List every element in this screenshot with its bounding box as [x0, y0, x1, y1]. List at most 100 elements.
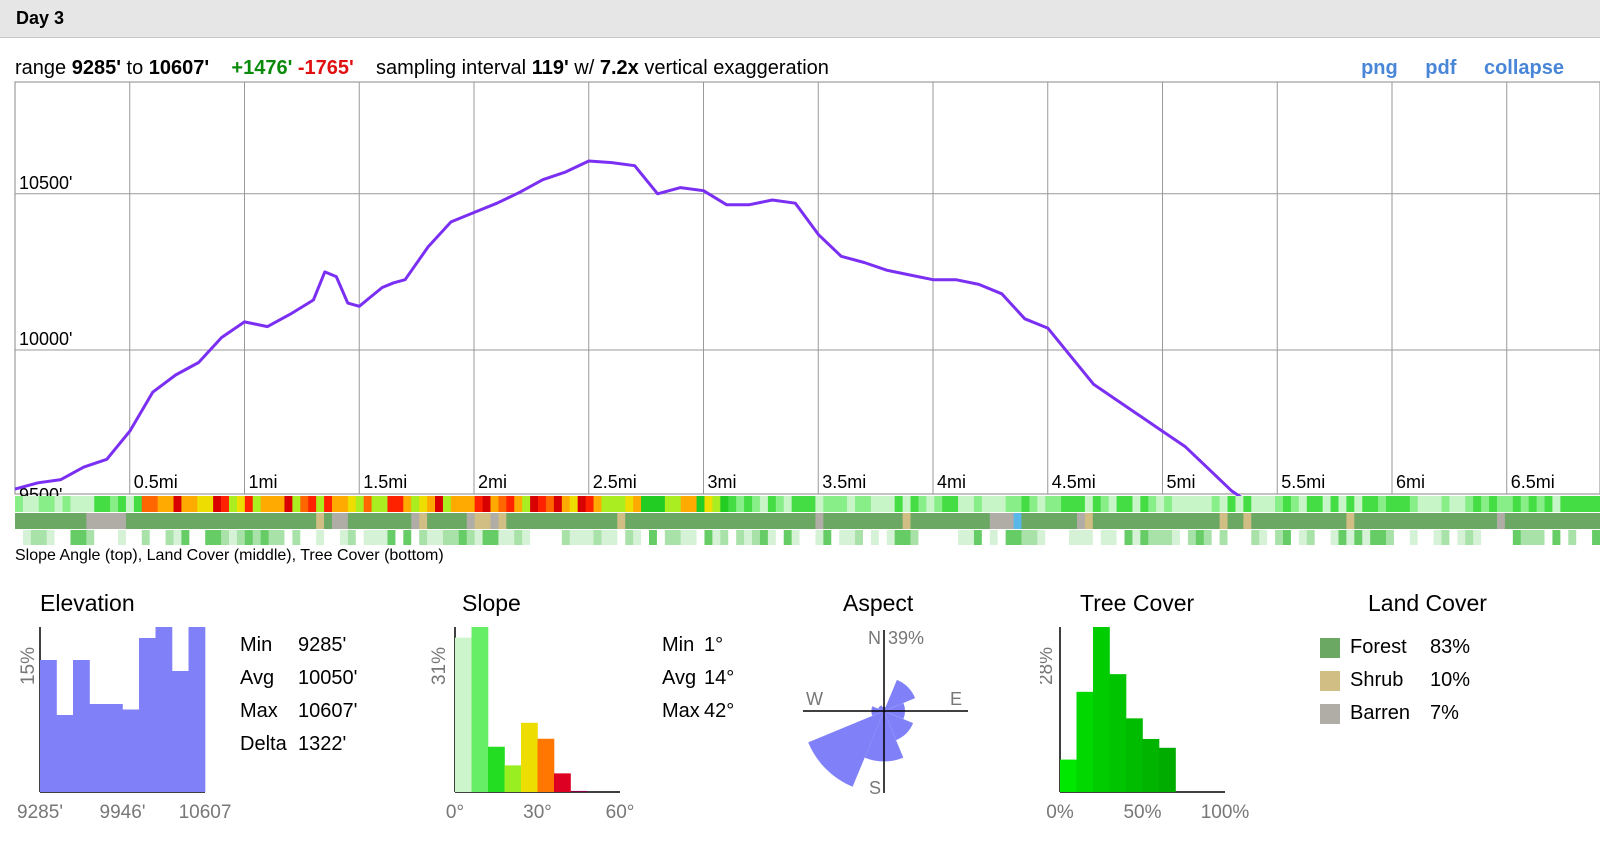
slope-cell [506, 496, 515, 512]
land-cover-legend: Forest 83% Shrub 10% Barren 7% [1320, 631, 1470, 730]
treecover-cell [1172, 530, 1181, 545]
slope-cell [1441, 496, 1450, 512]
landcover-cell [823, 513, 832, 529]
treecover-cell [1084, 530, 1094, 545]
landcover-cell [1592, 513, 1600, 529]
slope-cell [1496, 496, 1506, 512]
treecover-cell [736, 530, 745, 545]
slope-cell [1227, 496, 1236, 512]
landcover-cell [878, 513, 888, 529]
slope-cell [609, 496, 618, 512]
landcover-cell [15, 513, 24, 529]
landcover-cell [110, 513, 119, 529]
landcover-cell [1132, 513, 1141, 529]
stat-value: 1° [704, 634, 724, 656]
landcover-cell [1338, 513, 1347, 529]
treecover-cell [1179, 530, 1189, 545]
treecover-cell [1330, 530, 1339, 545]
slope-cell [435, 496, 444, 512]
pdf-link[interactable]: pdf [1425, 57, 1457, 79]
treecover-cell [1076, 530, 1086, 545]
slope-cell [799, 496, 808, 512]
slope-cell [54, 496, 64, 512]
landcover-cell [300, 513, 309, 529]
treecover-cell [656, 530, 666, 545]
histogram-bar [1060, 759, 1077, 792]
landcover-cell [950, 513, 959, 529]
treecover-cell [1481, 530, 1490, 545]
treecover-cell [1401, 530, 1411, 545]
slope-cell [1568, 496, 1577, 512]
slope-cell [221, 496, 230, 512]
landcover-cell [442, 513, 452, 529]
treecover-cell [545, 530, 555, 545]
stat-value: 14° [704, 667, 735, 689]
slope-cell [973, 496, 983, 512]
landcover-cell [649, 513, 658, 529]
landcover-cell [1037, 513, 1046, 529]
landcover-cell [1330, 513, 1339, 529]
treecover-cell [427, 530, 436, 545]
treecover-cell [490, 530, 499, 545]
landcover-cell [966, 513, 975, 529]
day-header[interactable]: Day 3 [0, 0, 1600, 38]
slope-cell [332, 496, 341, 512]
treecover-cell [1433, 530, 1442, 545]
landcover-cell [387, 513, 396, 529]
landcover-cell [1520, 513, 1530, 529]
treecover-cell [38, 530, 48, 545]
slope-cell [324, 496, 333, 512]
forest-swatch [1320, 637, 1340, 658]
slope-cell [902, 496, 912, 512]
landcover-cell [102, 513, 111, 529]
vertical-exaggeration: 7.2x [599, 57, 639, 79]
histogram-bar [1093, 627, 1110, 792]
elevation-profile-chart[interactable]: 0.5mi 1mi 1.5mi 2mi 2.5mi 3mi 3.5mi 4mi 4.5mi 5mi… [0, 80, 1600, 496]
slope-cell [1370, 496, 1379, 512]
slope-cell [1211, 496, 1221, 512]
slope-cell [292, 496, 301, 512]
landcover-cell [815, 513, 824, 529]
slope-cell [752, 496, 761, 512]
landcover-cell [1187, 513, 1197, 529]
slope-cell [86, 496, 95, 512]
landcover-cell [942, 513, 951, 529]
treecover-cell [1489, 530, 1498, 545]
landcover-cell [205, 513, 214, 529]
histogram-bar [471, 627, 489, 792]
histogram-bar [188, 627, 206, 792]
slope-cell [355, 496, 365, 512]
histogram-bar [521, 722, 538, 792]
elevation-line [14, 159, 1242, 496]
slope-cell [855, 496, 864, 512]
slope-cell [514, 496, 523, 512]
landcover-cell [316, 513, 325, 529]
landcover-cell [236, 513, 246, 529]
treecover-cell [1409, 530, 1419, 545]
legend-pct: 7% [1430, 702, 1459, 724]
slope-cell [870, 496, 880, 512]
slope-cell [1433, 496, 1442, 512]
landcover-cell [1362, 513, 1371, 529]
slope-cell [442, 496, 452, 512]
collapse-link[interactable]: collapse [1483, 57, 1564, 79]
x-tick-label: 0% [1046, 802, 1074, 823]
histogram-bar [570, 790, 588, 792]
landcover-cell [1512, 513, 1522, 529]
landcover-cell [1409, 513, 1419, 529]
png-link[interactable]: png [1361, 57, 1398, 79]
treecover-cell [1235, 530, 1244, 545]
treecover-cell [870, 530, 880, 545]
slope-cell [1544, 496, 1553, 512]
slope-cell [664, 496, 674, 512]
treecover-cell [1037, 530, 1046, 545]
with-label: w/ [574, 57, 595, 79]
slope-cell [284, 496, 293, 512]
treecover-cell [118, 530, 127, 545]
compass-s: S [869, 778, 881, 798]
stat-label: Avg [240, 667, 275, 689]
x-tick-label: 5mi [1167, 472, 1196, 492]
histogram-bar [1159, 747, 1176, 792]
landcover-cell [125, 513, 135, 529]
slope-cell [728, 496, 737, 512]
